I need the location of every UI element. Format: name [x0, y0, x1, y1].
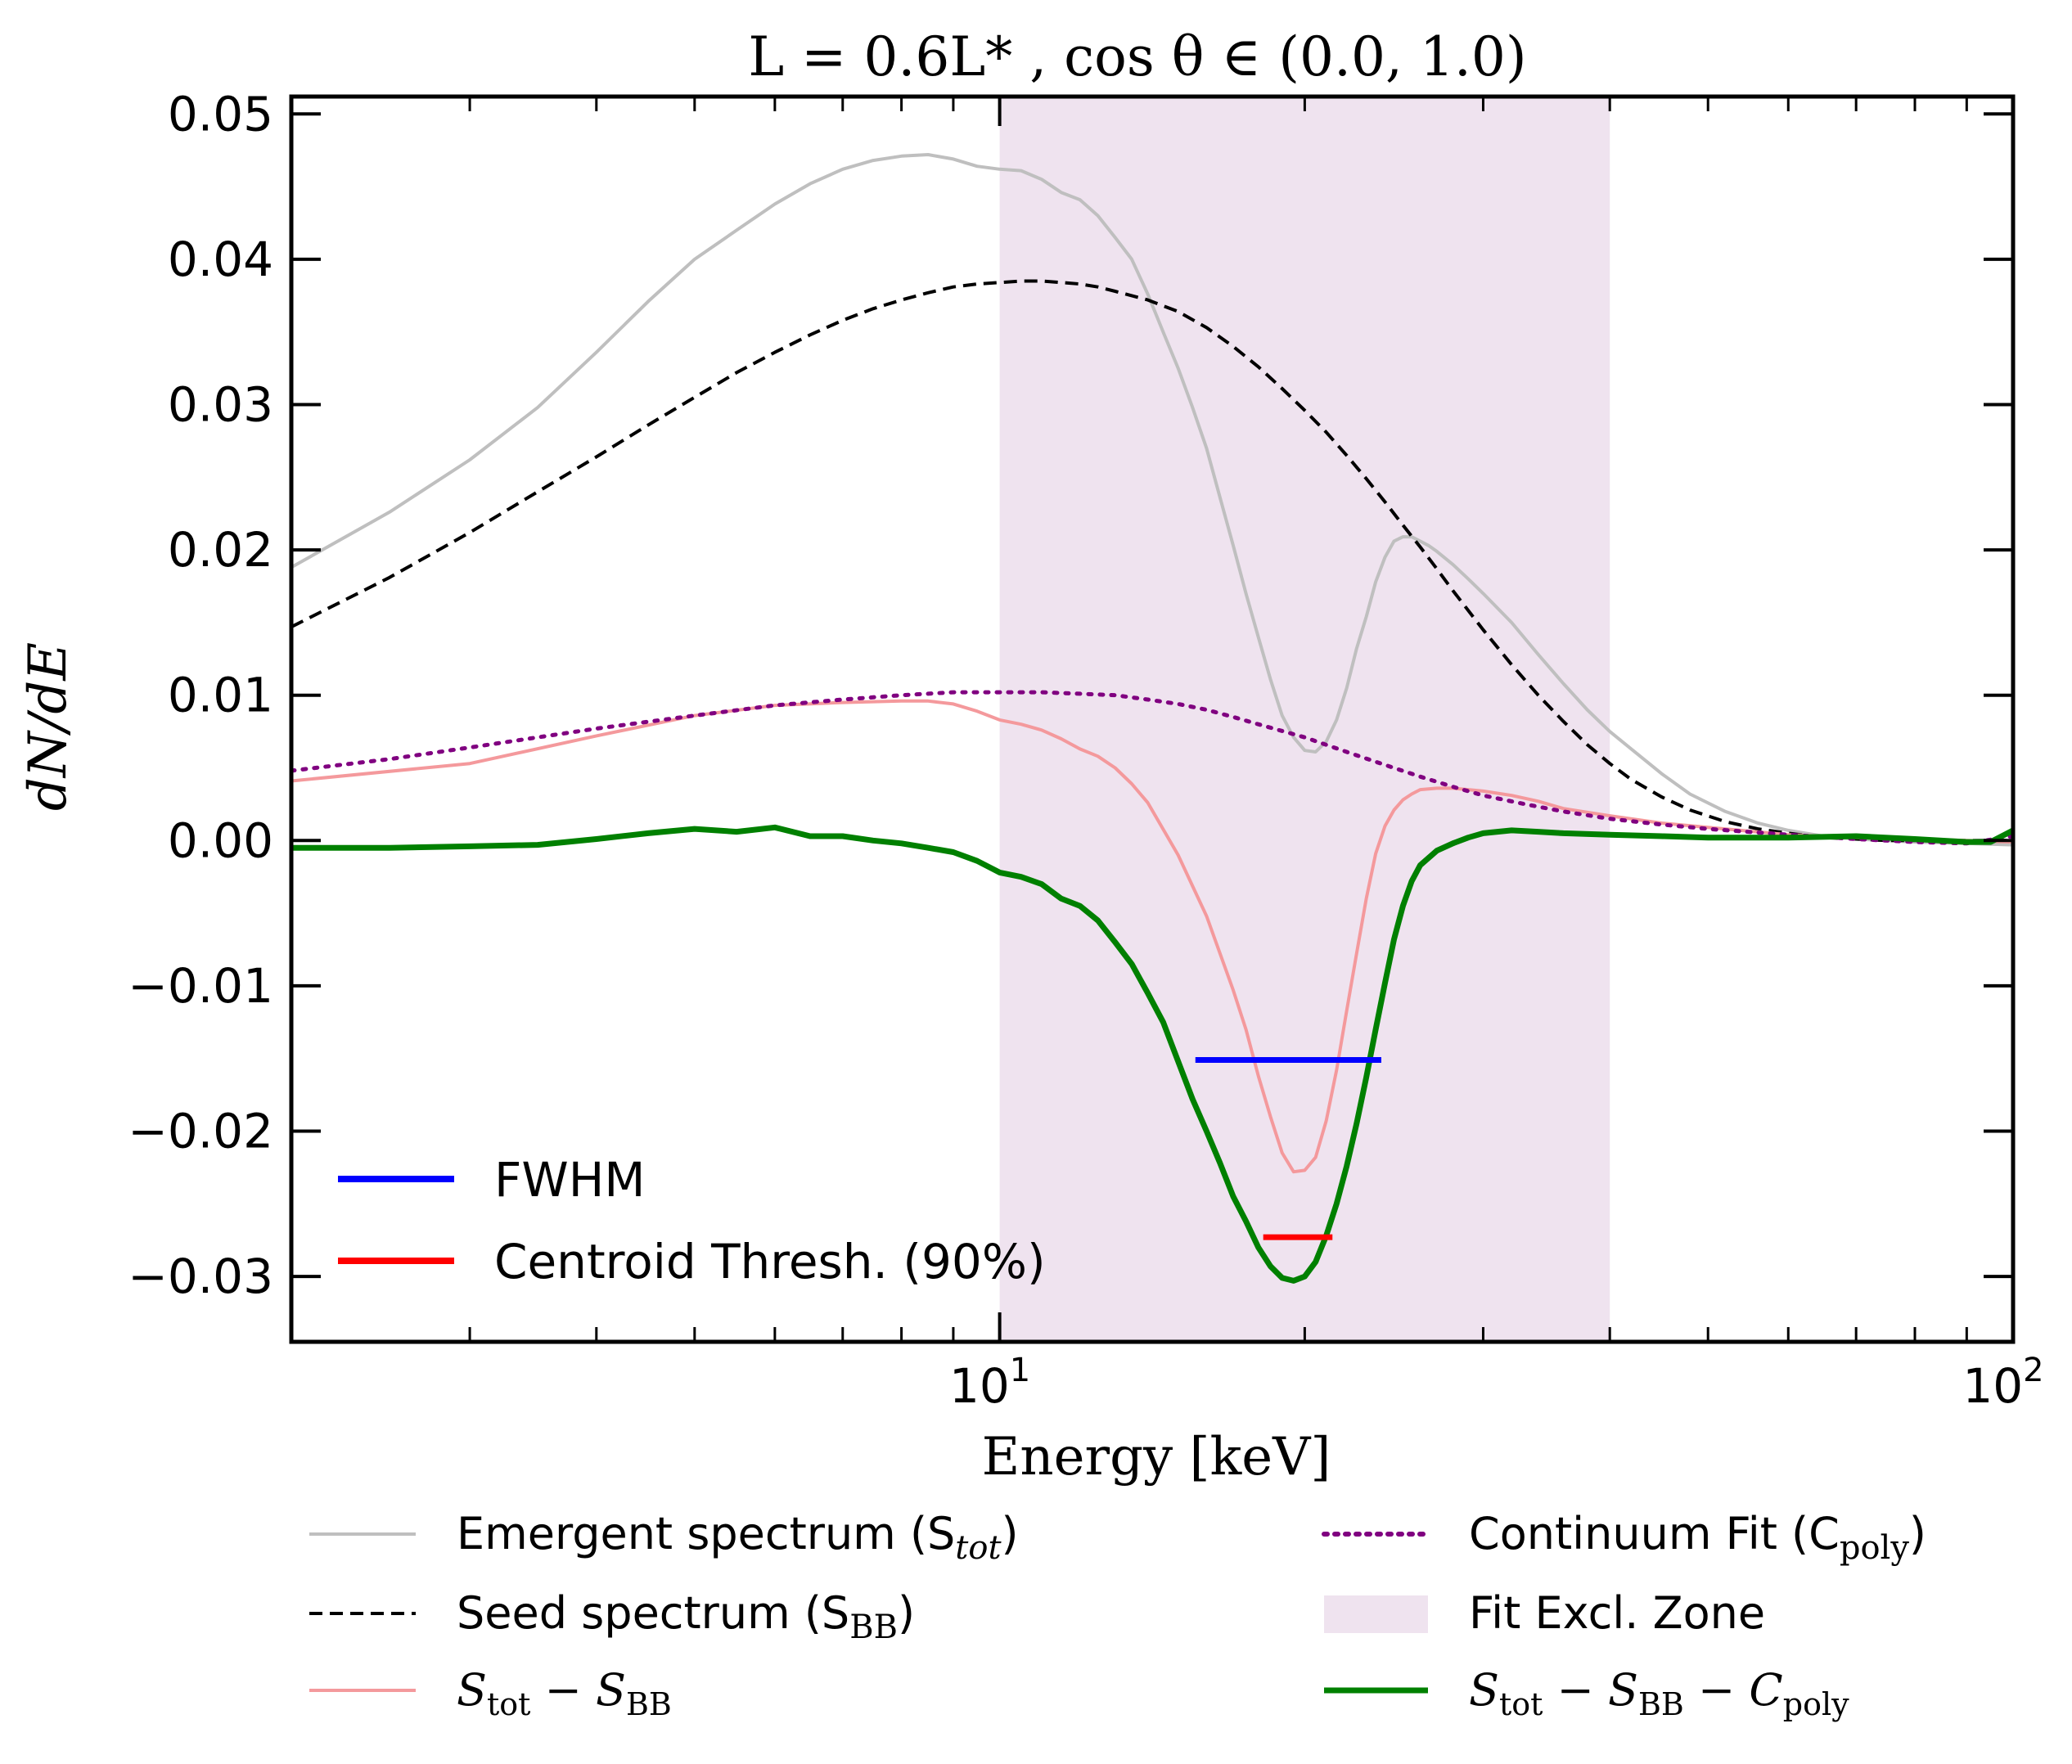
chart-title: L = 0.6L* , cos θ ∈ (0.0, 1.0) [748, 25, 1526, 88]
y-tick-label-7: 0.04 [168, 232, 273, 287]
legend-emergent-label: Emergent spectrum (Stot) [457, 1508, 1019, 1567]
y-tick-label-5: 0.02 [168, 522, 273, 578]
y-tick-label-3: 0.00 [168, 812, 273, 868]
x-tick-label-1: 102 [1962, 1352, 2043, 1414]
series-line-4 [291, 824, 2015, 1284]
y-axis-label: dN/dE [18, 642, 79, 811]
legend-excl-zone-patch [1324, 1595, 1428, 1633]
legend-seed-label: Seed spectrum (SBB) [457, 1587, 915, 1646]
series-line-2 [291, 699, 2014, 1174]
y-tick-label-4: 0.01 [168, 668, 273, 723]
legend-final-residual-label: Stot − SBB − Cpoly [1469, 1664, 1849, 1722]
plot-frame [289, 94, 2016, 1344]
y-tick-label-2: −0.01 [128, 958, 273, 1014]
legend-excl-zone-label: Fit Excl. Zone [1469, 1587, 1765, 1639]
fwhm-legend-label: FWHM [494, 1152, 645, 1208]
legend-continuum-label: Continuum Fit (Cpoly) [1469, 1508, 1926, 1567]
inner-legend: FWHM Centroid Thresh. (90%) [338, 1152, 1046, 1289]
y-tick-label-0: −0.03 [128, 1249, 273, 1304]
fit-excl-zone-band [999, 97, 1610, 1342]
series-line-1 [291, 279, 2013, 843]
series-line-3 [289, 690, 2016, 846]
y-tick-label-8: 0.05 [168, 86, 273, 142]
x-tick-label-0: 101 [949, 1352, 1030, 1414]
series-line-0 [291, 153, 2014, 847]
x-axis-label: Energy [keV] [982, 1427, 1331, 1487]
bottom-legend: Emergent spectrum (Stot) Seed spectrum (… [309, 1508, 1926, 1722]
y-tick-label-6: 0.03 [168, 377, 273, 433]
centroid-legend-label: Centroid Thresh. (90%) [494, 1234, 1046, 1289]
y-tick-label-1: −0.02 [128, 1103, 273, 1159]
legend-residual-label: Stot − SBB [457, 1664, 672, 1722]
